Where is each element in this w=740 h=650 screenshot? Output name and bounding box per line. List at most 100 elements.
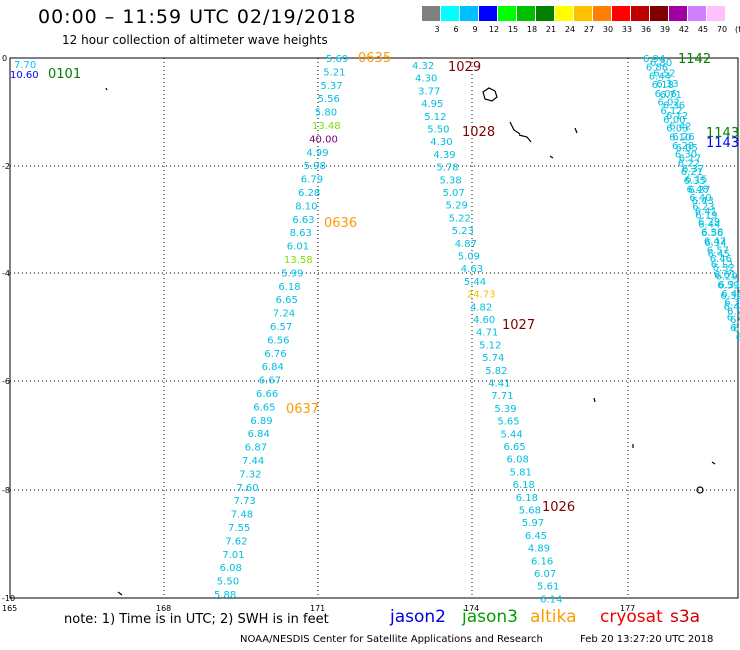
track-value: 6.56 xyxy=(701,228,723,239)
legend-cryosat: cryosat xyxy=(600,607,663,627)
map-subtitle: 12 hour collection of altimeter wave hei… xyxy=(62,33,328,47)
lon-tick-label: 177 xyxy=(620,604,635,613)
scale-swatch xyxy=(555,6,573,21)
track-value: 6.65 xyxy=(276,295,298,306)
track-value: 6.10 xyxy=(669,132,691,143)
track-value: 7.70 xyxy=(14,60,36,71)
track-value: 4.82 xyxy=(470,302,492,313)
track-value: 5.80 xyxy=(315,108,337,119)
scale-label: 39 xyxy=(659,25,671,34)
track-value: 7.24 xyxy=(273,309,295,320)
track-value: 6.84 xyxy=(262,362,284,373)
track-value: 6.33 xyxy=(656,79,678,90)
track-value: 6.26 xyxy=(672,132,694,143)
track-value: 6.65 xyxy=(253,402,275,413)
pass-label: 0101 xyxy=(48,67,81,82)
track-value: 7.55 xyxy=(228,523,250,534)
track-value: 5.37 xyxy=(320,81,342,92)
scale-label: 15 xyxy=(507,25,519,34)
track-value: 5.74 xyxy=(482,353,504,364)
track-value: 5.78 xyxy=(436,163,458,174)
scale-label: 36 xyxy=(640,25,652,34)
scale-swatch xyxy=(593,6,611,21)
scale-label: 12 xyxy=(488,25,500,34)
track-value: 6.33 xyxy=(730,323,740,334)
island-outline xyxy=(117,591,123,596)
track-value: 5.21 xyxy=(323,67,345,78)
track-values: 5.69 5.21 5.37 5.56 5.80 13.48 40.00 4.99 5.98 6.… xyxy=(10,51,740,605)
track-value: 6.30 xyxy=(675,150,697,161)
track-value: 6.40 xyxy=(689,193,711,204)
track-value: 4.71 xyxy=(476,328,498,339)
track-value: 6.66 xyxy=(256,389,278,400)
track-value: 6.52 xyxy=(653,69,675,80)
legend-jason2: jason2 xyxy=(390,607,446,627)
track-value: 6.38 xyxy=(701,228,723,239)
map-frame xyxy=(9,57,739,599)
track-value: 4.63 xyxy=(461,264,483,275)
island-outline xyxy=(574,127,578,134)
scale-label: 24 xyxy=(564,25,576,34)
track-value: 6.46 xyxy=(710,254,732,265)
track-value: 6.08 xyxy=(220,563,242,574)
track-value: 5.88 xyxy=(214,590,236,601)
track-value: 5.97 xyxy=(522,518,544,529)
track-value: 6.57 xyxy=(707,245,729,256)
track-value: 4.41 xyxy=(488,379,510,390)
track-value: 6.15 xyxy=(685,175,707,186)
track-value: 6.22 xyxy=(678,158,700,169)
track-value: 3.77 xyxy=(418,86,440,97)
track-value: 5.44 xyxy=(500,429,522,440)
track-value: 7.60 xyxy=(236,483,258,494)
track-value: 6.41 xyxy=(730,315,740,326)
track-value: 6.28 xyxy=(727,306,740,317)
scale-swatch xyxy=(498,6,516,21)
track-value: 5.07 xyxy=(443,188,465,199)
track-value: 6.44 xyxy=(724,302,740,313)
credit-text: NOAA/NESDIS Center for Satellite Applica… xyxy=(240,634,543,645)
pass-label: 1029 xyxy=(448,60,481,75)
scale-label: 45 xyxy=(697,25,709,34)
track-value: 6.21 xyxy=(681,167,703,178)
track-value: 5.50 xyxy=(427,125,449,136)
track-value: 6.06 xyxy=(655,89,677,100)
scale-swatch xyxy=(422,6,440,21)
scale-label: 3 xyxy=(434,25,440,34)
pass-label: 1028 xyxy=(462,125,495,140)
track-value: 6.12 xyxy=(711,259,733,270)
lon-tick-label: 165 xyxy=(2,604,17,613)
lat-tick-label: -2 xyxy=(2,162,10,171)
pass-label: 1143 xyxy=(706,126,739,141)
lat-tick-label: 0 xyxy=(2,54,7,63)
scale-swatch xyxy=(441,6,459,21)
island-outline xyxy=(518,134,532,143)
scale-label: 9 xyxy=(472,25,478,34)
track-value: 6.14 xyxy=(540,594,562,605)
track-value: 4.39 xyxy=(433,150,455,161)
timestamp-text: Feb 20 13:27:20 UTC 2018 xyxy=(580,634,714,645)
track-value: 4.30 xyxy=(430,137,452,148)
track-value: 5.29 xyxy=(446,201,468,212)
track-value: 6.08 xyxy=(507,455,529,466)
scale-swatch xyxy=(536,6,554,21)
track-value: 6.12 xyxy=(660,106,682,117)
track-value: 4.99 xyxy=(306,148,328,159)
track-value: 6.12 xyxy=(666,111,688,122)
track-value: 6.36 xyxy=(720,291,740,302)
scale-label: 27 xyxy=(583,25,595,34)
track-value: 5.69 xyxy=(326,54,348,65)
track-value: 4.87 xyxy=(455,239,477,250)
track-value: 6.19 xyxy=(695,211,717,222)
track-value: 5.82 xyxy=(485,366,507,377)
scale-label: 21 xyxy=(545,25,557,34)
track-value: 6.71 xyxy=(727,312,740,323)
track-value: 4.32 xyxy=(412,61,434,72)
track-value: 6.65 xyxy=(504,442,526,453)
track-value: 6.23 xyxy=(692,202,714,213)
scale-swatch xyxy=(650,6,668,21)
track-value: 6.01 xyxy=(287,242,309,253)
track-value: 5.44 xyxy=(464,277,486,288)
track-value: 5.99 xyxy=(281,268,303,279)
track-value: 13.58 xyxy=(284,255,313,266)
island-outline xyxy=(711,461,716,465)
